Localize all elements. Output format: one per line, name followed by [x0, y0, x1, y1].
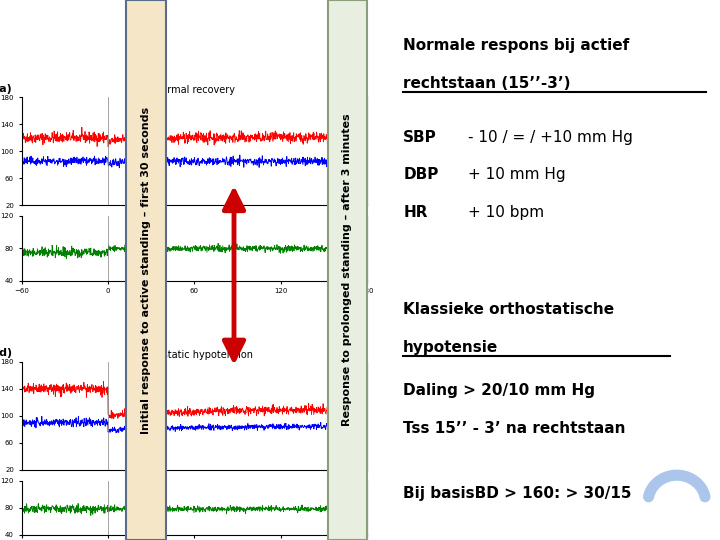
- Text: Orthostatic hypotension: Orthostatic hypotension: [135, 349, 253, 360]
- Text: Response to prolonged standing – after 3 minutes: Response to prolonged standing – after 3…: [343, 114, 352, 426]
- Text: (d): (d): [0, 348, 12, 359]
- Text: + 10 bpm: + 10 bpm: [468, 205, 544, 220]
- Text: Bij basisBD > 160: > 30/15: Bij basisBD > 160: > 30/15: [403, 486, 631, 501]
- Text: HR: HR: [403, 205, 428, 220]
- Text: (a): (a): [0, 84, 12, 94]
- Text: rechtstaan (15’’-3’): rechtstaan (15’’-3’): [403, 76, 571, 91]
- Text: + 10 mm Hg: + 10 mm Hg: [468, 167, 566, 183]
- Text: Initial response to active standing – first 30 seconds: Initial response to active standing – fi…: [141, 106, 150, 434]
- Text: Daling > 20/10 mm Hg: Daling > 20/10 mm Hg: [403, 383, 595, 399]
- Text: Normale respons bij actief: Normale respons bij actief: [403, 38, 629, 53]
- Text: Tss 15’’ - 3’ na rechtstaan: Tss 15’’ - 3’ na rechtstaan: [403, 421, 626, 436]
- Text: - 10 / = / +10 mm Hg: - 10 / = / +10 mm Hg: [468, 130, 633, 145]
- Text: hypotensie: hypotensie: [403, 340, 498, 355]
- Text: DBP: DBP: [403, 167, 438, 183]
- Text: Normal recovery: Normal recovery: [154, 85, 235, 95]
- Text: SBP: SBP: [403, 130, 437, 145]
- Text: Klassieke orthostatische: Klassieke orthostatische: [403, 302, 614, 318]
